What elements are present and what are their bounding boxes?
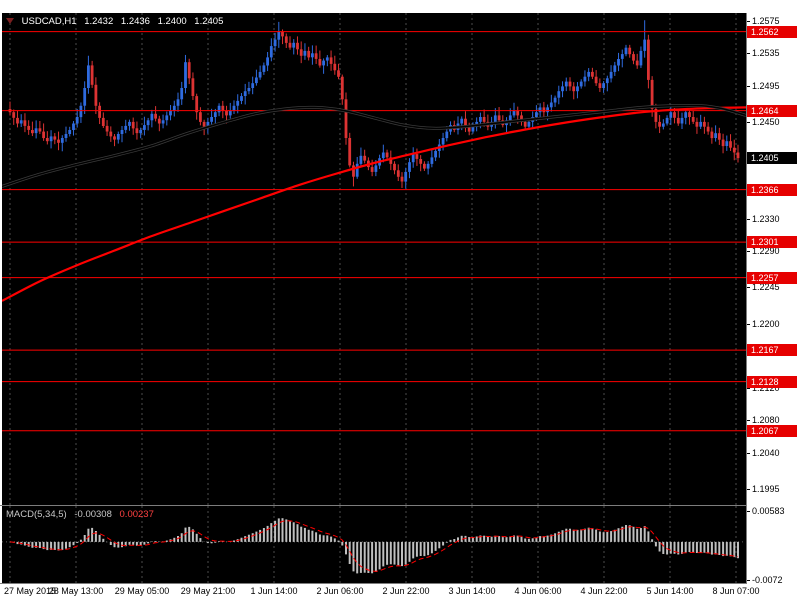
price-tick-label: 1.2040	[752, 447, 780, 458]
price-tick-mark	[747, 250, 750, 252]
macd-scale-label: -0.0072	[752, 574, 783, 585]
symbol-timeframe-label: USDCAD,H1	[21, 16, 77, 27]
ohlc-open-value: 1.2432	[84, 16, 114, 27]
macd-tick-mark	[747, 511, 750, 513]
time-axis-label: 27 May 2015	[4, 586, 57, 596]
bid-price-label: 1.2405	[747, 152, 797, 165]
level-price-label: 1.2067	[747, 424, 797, 437]
price-scale-separator	[746, 13, 747, 583]
price-tick-label: 1.2120	[752, 383, 780, 394]
candlestick-chart[interactable]	[2, 13, 746, 505]
macd-chart[interactable]	[2, 506, 746, 583]
ohlc-close-value: 1.2405	[194, 16, 224, 27]
price-tick-mark	[747, 452, 750, 454]
level-price-label: 1.2167	[747, 344, 797, 357]
price-tick-label: 1.2200	[752, 318, 780, 329]
time-axis-label: 29 May 05:00	[114, 586, 170, 596]
macd-name-label: MACD(5,34,5)	[6, 509, 67, 520]
level-price-label: 1.2128	[747, 375, 797, 388]
macd-signal-value: 0.00237	[119, 509, 154, 520]
time-axis-separator	[0, 583, 800, 584]
price-tick-mark	[747, 218, 750, 220]
price-tick-mark	[747, 323, 750, 325]
chart-shift-marker-icon[interactable]	[6, 18, 14, 25]
level-price-label: 1.2366	[747, 183, 797, 196]
time-axis-label: 4 Jun 22:00	[580, 586, 628, 596]
macd-indicator-panel[interactable]	[2, 506, 746, 583]
level-price-label: 1.2257	[747, 271, 797, 284]
time-axis-label: 4 Jun 06:00	[514, 586, 562, 596]
price-tick-label: 1.2535	[752, 48, 780, 59]
price-tick-mark	[747, 488, 750, 490]
time-axis-label: 1 Jun 14:00	[250, 586, 298, 596]
macd-main-value: -0.00308	[74, 509, 112, 520]
time-axis-label: 5 Jun 14:00	[646, 586, 694, 596]
time-axis-label: 28 May 13:00	[48, 586, 104, 596]
price-chart-panel[interactable]	[2, 13, 746, 505]
level-price-label: 1.2562	[747, 25, 797, 38]
price-tick-label: 1.2080	[752, 415, 780, 426]
price-axis[interactable]: 1.2575 1.2535 1.2495 1.2450 1.2330 1.2290 1.22…	[747, 0, 800, 600]
time-axis-label: 8 Jun 07:00	[712, 586, 760, 596]
ohlc-high-value: 1.2436	[120, 16, 150, 27]
time-axis-label: 2 Jun 06:00	[316, 586, 364, 596]
price-tick-label: 1.2245	[752, 282, 780, 293]
price-tick-mark	[747, 287, 750, 289]
price-tick-label: 1.2330	[752, 213, 780, 224]
price-tick-label: 1.2450	[752, 116, 780, 127]
time-axis-label: 2 Jun 22:00	[382, 586, 430, 596]
time-axis[interactable]: 27 May 2015 28 May 13:00 29 May 05:00 29 Ma…	[2, 585, 798, 599]
ohlc-low-value: 1.2400	[157, 16, 187, 27]
price-tick-label: 1.2575	[752, 16, 780, 27]
macd-tick-mark	[747, 579, 750, 581]
panel-splitter[interactable]	[0, 505, 800, 506]
price-tick-label: 1.1995	[752, 483, 780, 494]
macd-scale-label: 0.00583	[752, 506, 785, 517]
level-price-label: 1.2301	[747, 236, 797, 249]
time-axis-label: 3 Jun 14:00	[448, 586, 496, 596]
chart-ohlc-header: USDCAD,H1 1.2432 1.2436 1.2400 1.2405	[6, 16, 228, 27]
price-tick-mark	[747, 85, 750, 87]
price-tick-mark	[747, 388, 750, 390]
price-tick-label: 1.2290	[752, 245, 780, 256]
price-tick-mark	[747, 121, 750, 123]
price-tick-mark	[747, 21, 750, 23]
macd-header: MACD(5,34,5) -0.00308 0.00237	[6, 509, 159, 520]
time-axis-label: 29 May 21:00	[180, 586, 236, 596]
level-price-label: 1.2464	[747, 104, 797, 117]
price-tick-label: 1.2495	[752, 80, 780, 91]
price-tick-mark	[747, 53, 750, 55]
price-tick-mark	[747, 420, 750, 422]
